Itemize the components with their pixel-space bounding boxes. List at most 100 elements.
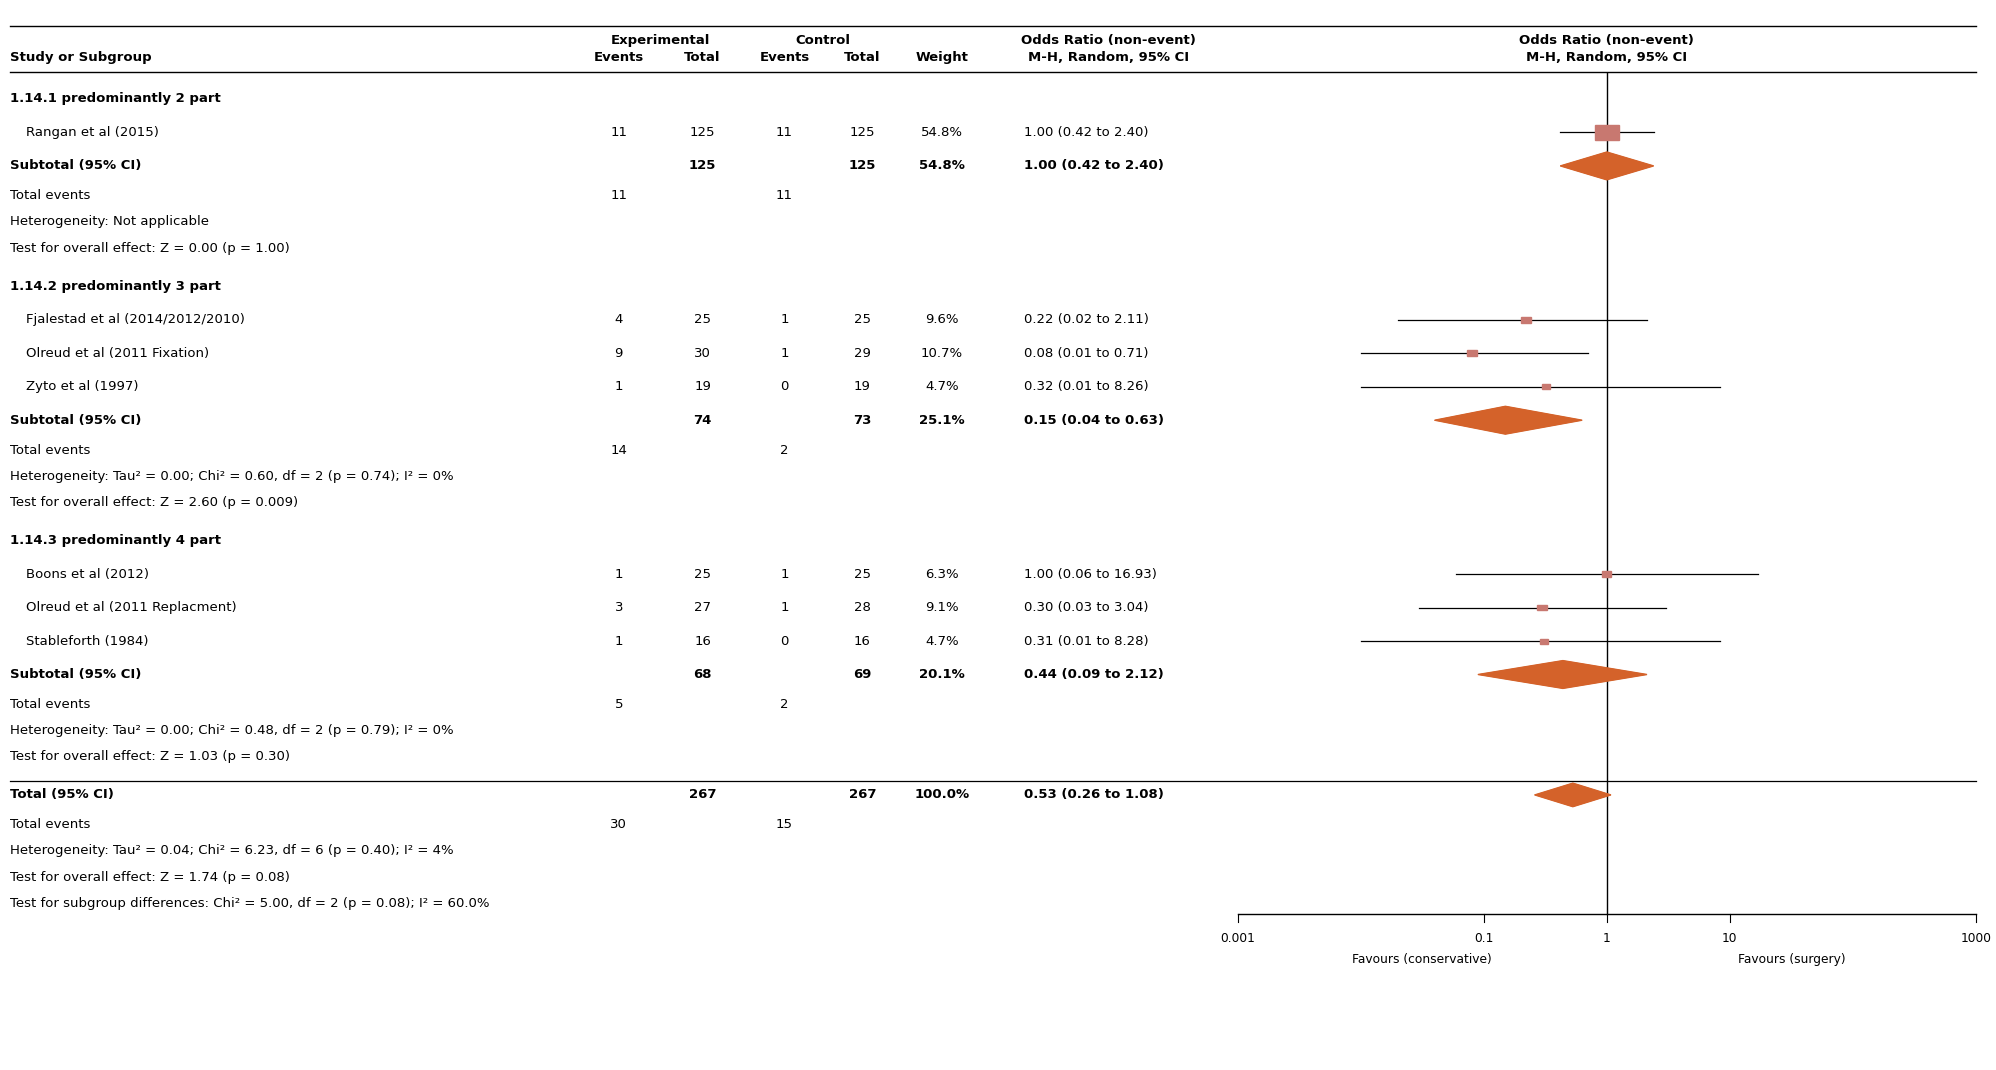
Bar	[1595, 125, 1619, 140]
Text: 125: 125	[850, 126, 874, 139]
Text: Test for overall effect: Z = 1.03 (p = 0.30): Test for overall effect: Z = 1.03 (p = 0…	[10, 750, 289, 763]
Text: 9: 9	[615, 347, 623, 360]
Text: 16: 16	[854, 635, 870, 647]
Bar	[1467, 350, 1477, 356]
Text: 9.1%: 9.1%	[926, 601, 958, 614]
Text: 125: 125	[689, 159, 717, 172]
Text: Total events: Total events	[10, 819, 90, 831]
Text: 25: 25	[695, 567, 711, 581]
Text: Subtotal (95% CI): Subtotal (95% CI)	[10, 414, 142, 427]
Polygon shape	[1435, 407, 1583, 434]
Text: Subtotal (95% CI): Subtotal (95% CI)	[10, 668, 142, 681]
Bar	[1537, 605, 1547, 611]
Text: 25: 25	[854, 314, 870, 326]
Text: 10.7%: 10.7%	[920, 347, 964, 360]
Text: 1: 1	[615, 567, 623, 581]
Text: 15: 15	[776, 819, 792, 831]
Text: 267: 267	[689, 789, 717, 801]
Text: 1.14.3 predominantly 4 part: 1.14.3 predominantly 4 part	[10, 534, 222, 547]
Text: M-H, Random, 95% CI: M-H, Random, 95% CI	[1028, 51, 1190, 64]
Text: Heterogeneity: Tau² = 0.00; Chi² = 0.48, df = 2 (p = 0.79); I² = 0%: Heterogeneity: Tau² = 0.00; Chi² = 0.48,…	[10, 724, 453, 737]
Text: 1: 1	[780, 601, 788, 614]
Text: 0.31 (0.01 to 8.28): 0.31 (0.01 to 8.28)	[1024, 635, 1148, 647]
Text: 30: 30	[611, 819, 627, 831]
Text: 267: 267	[848, 789, 876, 801]
Text: 1: 1	[615, 380, 623, 394]
Text: Rangan et al (2015): Rangan et al (2015)	[26, 126, 160, 139]
Text: 2: 2	[780, 444, 788, 457]
Text: 1.00 (0.06 to 16.93): 1.00 (0.06 to 16.93)	[1024, 567, 1158, 581]
Text: 0.30 (0.03 to 3.04): 0.30 (0.03 to 3.04)	[1024, 601, 1148, 614]
Text: Total: Total	[685, 51, 721, 64]
Text: 11: 11	[776, 189, 792, 202]
Text: 9.6%: 9.6%	[926, 314, 958, 326]
Text: 14: 14	[611, 444, 627, 457]
Text: 1: 1	[780, 314, 788, 326]
Text: 11: 11	[611, 189, 627, 202]
Text: Total (95% CI): Total (95% CI)	[10, 789, 114, 801]
Text: 1: 1	[780, 347, 788, 360]
Text: Zyto et al (1997): Zyto et al (1997)	[26, 380, 138, 394]
Text: Heterogeneity: Not applicable: Heterogeneity: Not applicable	[10, 215, 210, 228]
Text: Olreud et al (2011 Fixation): Olreud et al (2011 Fixation)	[26, 347, 210, 360]
Text: 19: 19	[695, 380, 711, 394]
Text: Heterogeneity: Tau² = 0.00; Chi² = 0.60, df = 2 (p = 0.74); I² = 0%: Heterogeneity: Tau² = 0.00; Chi² = 0.60,…	[10, 470, 453, 483]
Text: 4.7%: 4.7%	[926, 635, 958, 647]
Text: 10: 10	[1723, 932, 1739, 945]
Text: 4: 4	[615, 314, 623, 326]
Text: Favours (surgery): Favours (surgery)	[1739, 952, 1844, 965]
Text: Subtotal (95% CI): Subtotal (95% CI)	[10, 159, 142, 172]
Text: Test for overall effect: Z = 0.00 (p = 1.00): Test for overall effect: Z = 0.00 (p = 1…	[10, 242, 289, 255]
Text: Heterogeneity: Tau² = 0.04; Chi² = 6.23, df = 6 (p = 0.40); I² = 4%: Heterogeneity: Tau² = 0.04; Chi² = 6.23,…	[10, 844, 453, 857]
Text: 74: 74	[693, 414, 713, 427]
Polygon shape	[1561, 152, 1653, 180]
Text: 20.1%: 20.1%	[920, 668, 964, 681]
Text: Total events: Total events	[10, 189, 90, 202]
Text: 0: 0	[780, 380, 788, 394]
Text: 100.0%: 100.0%	[914, 789, 970, 801]
Text: 1.14.2 predominantly 3 part: 1.14.2 predominantly 3 part	[10, 280, 222, 293]
Text: 25: 25	[854, 567, 870, 581]
Text: 1.14.1 predominantly 2 part: 1.14.1 predominantly 2 part	[10, 92, 222, 106]
Text: 1: 1	[780, 567, 788, 581]
Bar	[1541, 384, 1551, 389]
Text: 0.32 (0.01 to 8.26): 0.32 (0.01 to 8.26)	[1024, 380, 1148, 394]
Text: Weight: Weight	[916, 51, 968, 64]
Text: Test for overall effect: Z = 2.60 (p = 0.009): Test for overall effect: Z = 2.60 (p = 0…	[10, 495, 297, 509]
Text: Study or Subgroup: Study or Subgroup	[10, 51, 152, 64]
Text: 27: 27	[695, 601, 711, 614]
Text: 54.8%: 54.8%	[920, 126, 964, 139]
Text: 0.001: 0.001	[1220, 932, 1255, 945]
Text: 0.1: 0.1	[1473, 932, 1493, 945]
Text: 28: 28	[854, 601, 870, 614]
Text: Test for overall effect: Z = 1.74 (p = 0.08): Test for overall effect: Z = 1.74 (p = 0…	[10, 871, 289, 884]
Text: 0.22 (0.02 to 2.11): 0.22 (0.02 to 2.11)	[1024, 314, 1150, 326]
Text: Test for subgroup differences: Chi² = 5.00, df = 2 (p = 0.08); I² = 60.0%: Test for subgroup differences: Chi² = 5.…	[10, 897, 489, 910]
Text: 1: 1	[615, 635, 623, 647]
Text: 6.3%: 6.3%	[926, 567, 958, 581]
Text: 0: 0	[780, 635, 788, 647]
Text: 30: 30	[695, 347, 711, 360]
Polygon shape	[1479, 660, 1647, 688]
Text: 0.15 (0.04 to 0.63): 0.15 (0.04 to 0.63)	[1024, 414, 1164, 427]
Text: 0.08 (0.01 to 0.71): 0.08 (0.01 to 0.71)	[1024, 347, 1148, 360]
Bar	[1603, 571, 1611, 577]
Text: 11: 11	[611, 126, 627, 139]
Text: 2: 2	[780, 698, 788, 710]
Text: 19: 19	[854, 380, 870, 394]
Text: 29: 29	[854, 347, 870, 360]
Text: Stableforth (1984): Stableforth (1984)	[26, 635, 148, 647]
Bar	[1521, 317, 1531, 323]
Text: Fjalestad et al (2014/2012/2010): Fjalestad et al (2014/2012/2010)	[26, 314, 246, 326]
Text: Control: Control	[796, 34, 850, 47]
Text: 1.00 (0.42 to 2.40): 1.00 (0.42 to 2.40)	[1024, 159, 1164, 172]
Text: 11: 11	[776, 126, 792, 139]
Text: 1.00 (0.42 to 2.40): 1.00 (0.42 to 2.40)	[1024, 126, 1148, 139]
Text: 69: 69	[852, 668, 872, 681]
Text: 25.1%: 25.1%	[920, 414, 964, 427]
Text: 5: 5	[615, 698, 623, 710]
Text: 68: 68	[693, 668, 713, 681]
Text: 73: 73	[852, 414, 872, 427]
Text: Boons et al (2012): Boons et al (2012)	[26, 567, 150, 581]
Text: 3: 3	[615, 601, 623, 614]
